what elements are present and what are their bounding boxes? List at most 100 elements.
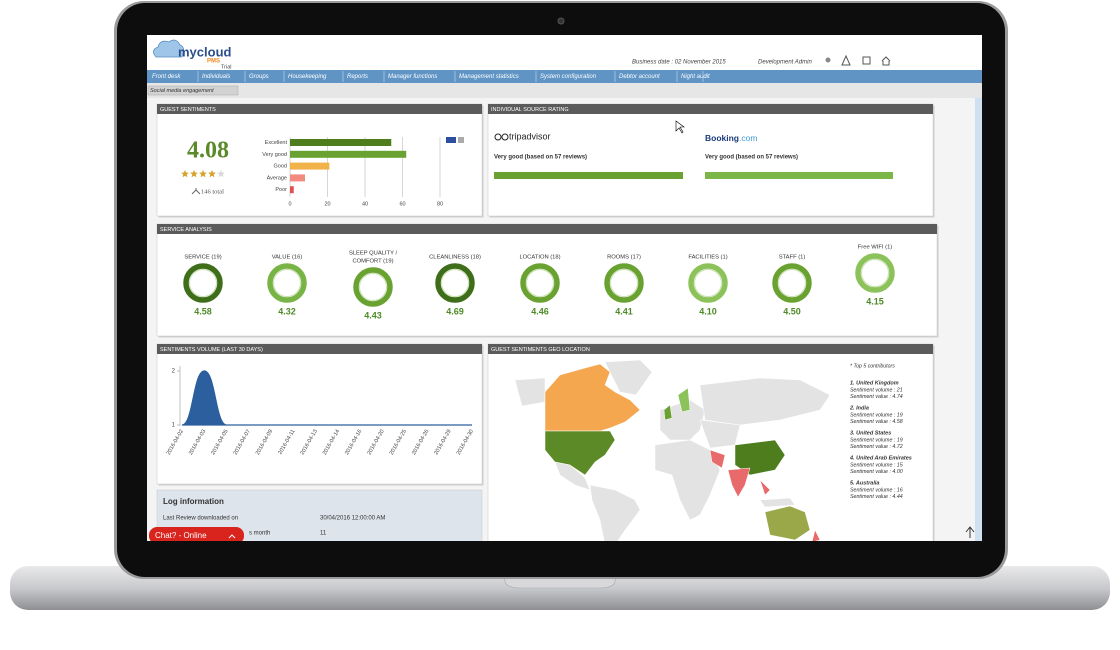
star	[208, 170, 216, 178]
camera	[557, 17, 565, 25]
log-value: 11	[320, 531, 327, 537]
service-score: 4.69	[446, 306, 464, 316]
nav-item[interactable]: System configuration	[540, 74, 597, 80]
service-label: COMFORT (19)	[352, 259, 393, 265]
legend-flag	[458, 137, 464, 143]
logo-text: mycloud	[178, 44, 232, 59]
nav-item[interactable]: Reports	[347, 74, 368, 80]
map-region	[677, 387, 691, 413]
star	[181, 170, 189, 178]
business-date: Business date : 02 November 2015	[632, 60, 726, 66]
star-empty	[217, 170, 225, 178]
bar	[290, 139, 392, 146]
alert-icon[interactable]	[841, 54, 851, 66]
service-ring	[855, 253, 895, 293]
nav-item[interactable]: Management statistics	[459, 74, 519, 80]
log-label: Last Review downloaded on	[163, 516, 238, 522]
home-icon[interactable]	[881, 56, 891, 66]
bar	[290, 174, 305, 182]
nav-item[interactable]: Manager functions	[388, 74, 437, 80]
service-ring-inner	[526, 269, 554, 297]
star	[190, 170, 198, 178]
map-region	[663, 404, 673, 421]
bar	[290, 162, 330, 170]
contributor-name: 2. India	[849, 405, 869, 411]
nav-item[interactable]: Front desk	[152, 74, 181, 80]
chat-label[interactable]: Chat? - Online	[155, 531, 207, 540]
map-region	[734, 439, 786, 476]
service-label: STAFF (1)	[779, 255, 806, 261]
panel-header	[157, 104, 482, 114]
contributor-value: Sentiment value : 4.58	[850, 419, 903, 425]
chat-button[interactable]	[149, 527, 244, 544]
map-region	[764, 505, 811, 541]
map-region	[659, 399, 706, 441]
contributor-name: 5. Australia	[850, 480, 879, 486]
service-ring	[604, 263, 644, 303]
scrollbar	[975, 98, 982, 541]
nav-item[interactable]: Groups	[249, 74, 269, 80]
panel-title: SENTIMENTS VOLUME (LAST 30 DAYS)	[160, 347, 263, 353]
contributor-volume: Sentiment volume : 19	[850, 437, 903, 443]
panel	[156, 103, 483, 217]
bar-label: Excellent	[265, 140, 288, 146]
box-icon[interactable]	[862, 56, 871, 65]
map-region	[727, 467, 751, 498]
scroll-top-icon[interactable]	[965, 526, 975, 538]
service-ring	[772, 263, 812, 303]
edition: Trial	[221, 64, 232, 70]
service-label: Free WIFI (1)	[858, 245, 893, 251]
source-name-suffix: .com	[739, 133, 757, 143]
tab-strip	[147, 83, 982, 98]
user-icon[interactable]	[825, 57, 831, 63]
service-ring-inner	[861, 259, 889, 287]
map-region	[759, 479, 771, 496]
y-tick-label: 1	[172, 423, 176, 429]
service-ring	[520, 263, 560, 303]
tab[interactable]	[147, 85, 239, 96]
mouse-cursor	[675, 120, 685, 134]
service-label: SERVICE (19)	[184, 255, 221, 261]
panel-title: GUEST SENTIMENTS GEO LOCATION	[491, 347, 590, 353]
contributor-volume: Sentiment volume : 21	[850, 387, 903, 393]
map-note: * Top 5 contributors	[850, 363, 895, 369]
map-region	[699, 377, 831, 426]
contributor-volume: Sentiment volume : 16	[850, 487, 903, 493]
map-region	[544, 430, 616, 476]
service-ring-inner	[778, 269, 806, 297]
score: 4.08	[187, 138, 229, 164]
source-name: Booking.com	[705, 133, 757, 143]
panel-title: GUEST SENTIMENTS	[160, 107, 216, 113]
contributor-value: Sentiment value : 4.72	[850, 444, 903, 450]
x-tick-label: 60	[399, 201, 405, 207]
service-ring-inner	[610, 269, 638, 297]
user-name: Development Admin	[758, 60, 812, 66]
total-icon	[191, 188, 201, 195]
map-region	[589, 484, 641, 541]
map-region	[759, 497, 796, 508]
service-ring-inner	[694, 269, 722, 297]
map-region	[709, 449, 726, 469]
panel-header	[157, 224, 937, 234]
service-ring	[183, 263, 223, 303]
nav-item[interactable]: Housekeeping	[288, 74, 327, 80]
service-ring	[688, 263, 728, 303]
source-rating: Very good (based on 57 reviews)	[705, 155, 798, 161]
source-name-main: Booking	[705, 133, 739, 143]
bar	[290, 150, 407, 158]
nav-item[interactable]: Individuals	[202, 74, 230, 80]
service-ring-inner	[273, 269, 301, 297]
total: 146 total	[201, 188, 224, 195]
panel-title: SERVICE ANALYSIS	[160, 227, 212, 233]
bar-label: Average	[267, 175, 287, 181]
nav-item[interactable]: Debtor account	[619, 74, 660, 80]
legend-flag	[446, 137, 456, 143]
logo-sub: PMS	[207, 59, 220, 65]
chat-caret[interactable]	[228, 534, 236, 539]
tab-label[interactable]: Social media engagement	[150, 88, 214, 94]
service-score: 4.50	[783, 306, 801, 316]
x-tick-label: 20	[324, 201, 330, 207]
log-label: s month	[249, 531, 270, 537]
nav-item[interactable]: Night audit	[681, 74, 710, 80]
